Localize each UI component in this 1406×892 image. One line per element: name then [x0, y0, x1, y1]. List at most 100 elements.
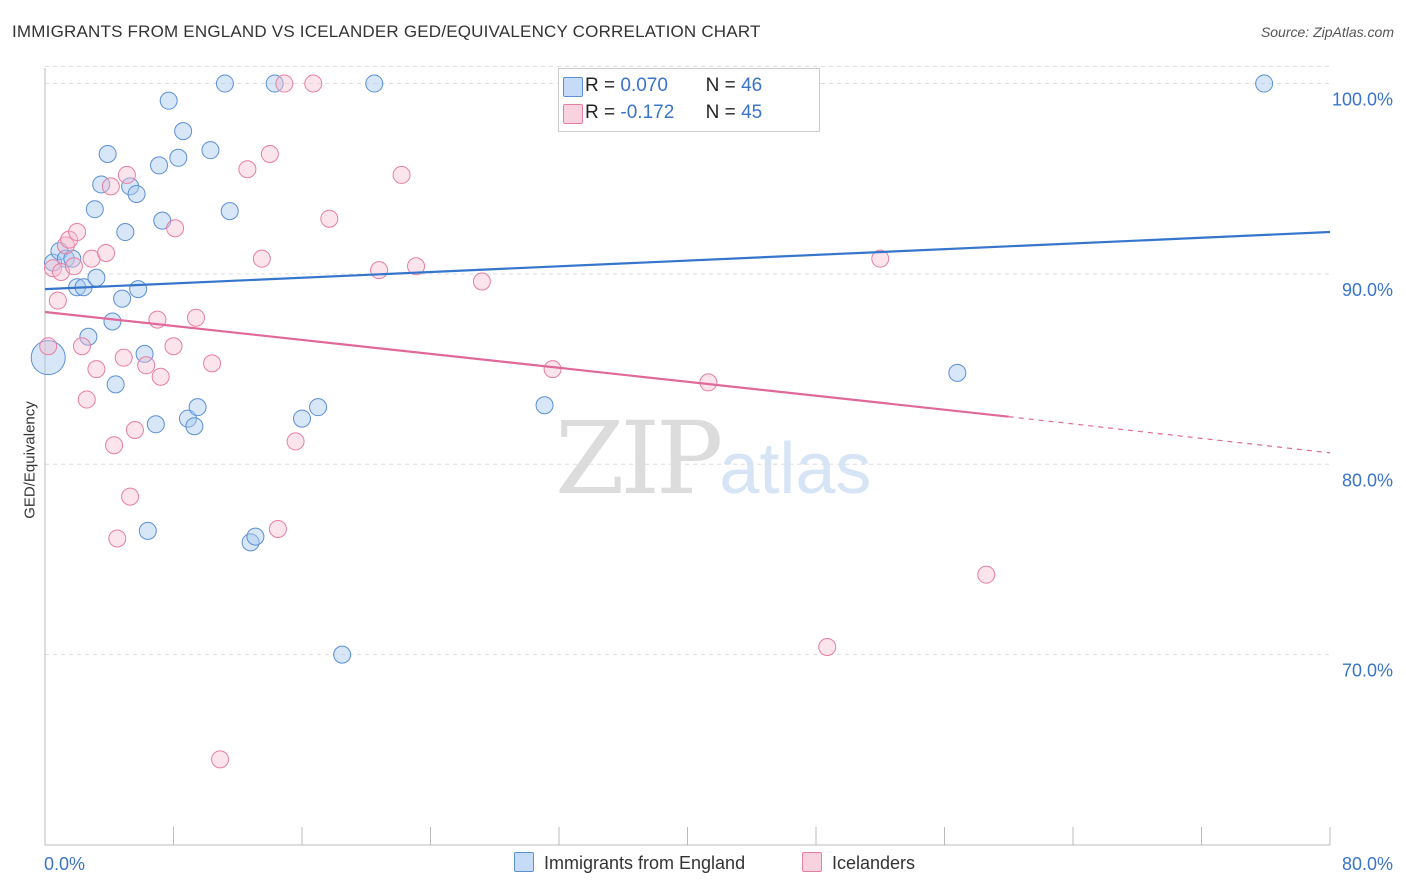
england-point	[948, 363, 967, 382]
bottom-swatch-icelanders	[802, 852, 822, 872]
england-point	[265, 74, 284, 93]
icelander-point	[543, 360, 562, 379]
icelander-point	[48, 291, 67, 310]
legend-row-england: R = 0.070 N = 46	[563, 75, 763, 97]
icelander-point	[211, 750, 230, 769]
england-point	[103, 312, 122, 331]
icelander-point	[151, 367, 170, 386]
y-tick-label: 80.0%	[1342, 470, 1393, 490]
icelander-point	[64, 257, 83, 276]
icelander-point	[871, 249, 890, 268]
england-point	[79, 327, 98, 346]
england-point	[127, 184, 146, 203]
icelander-point	[72, 337, 91, 356]
y-tick-label: 70.0%	[1342, 661, 1393, 681]
england-point	[146, 415, 165, 434]
chart-title: IMMIGRANTS FROM ENGLAND VS ICELANDER GED…	[12, 22, 761, 41]
icelander-point	[121, 487, 140, 506]
icelander-point	[252, 249, 271, 268]
y-tick-label: 90.0%	[1342, 280, 1393, 300]
bottom-swatch-england	[514, 852, 534, 872]
england-point	[201, 141, 220, 160]
bottom-legend-label-icelanders: Icelanders	[832, 853, 916, 873]
icelander-point	[87, 360, 106, 379]
england-point	[215, 74, 234, 93]
england-point	[85, 200, 104, 219]
legend-swatch-england	[563, 77, 583, 97]
icelander-point	[407, 257, 426, 276]
source-label: Source: ZipAtlas.com	[1260, 24, 1394, 40]
x-tick-label: 80.0%	[1342, 854, 1393, 874]
icelander-trendline-extension	[1008, 416, 1331, 454]
legend-r-label: R =	[585, 75, 616, 96]
icelander-point	[108, 529, 127, 548]
icelander-point	[275, 74, 294, 93]
england-point	[174, 122, 193, 141]
england-point	[135, 344, 154, 363]
icelander-point	[164, 337, 183, 356]
england-point	[113, 289, 132, 308]
icelander-point	[114, 348, 133, 367]
england-point	[121, 177, 140, 196]
bottom-legend-label-england: Immigrants from England	[544, 853, 746, 873]
england-point	[159, 91, 178, 110]
icelander-trendline	[44, 310, 1009, 418]
england-point	[116, 223, 135, 242]
icelander-point	[472, 272, 491, 291]
england-point	[309, 398, 328, 417]
icelander-point	[203, 354, 222, 373]
england-point	[98, 144, 117, 163]
icelander-point	[320, 209, 339, 228]
england-point	[129, 280, 148, 299]
icelander-point	[304, 74, 323, 93]
legend-n-value-england: 46	[741, 75, 763, 96]
icelander-point	[186, 308, 205, 327]
icelander-point	[125, 421, 144, 440]
icelander-point	[260, 144, 279, 163]
stats-legend: R = 0.070 N = 46 R = -0.172 N = 45	[558, 68, 820, 132]
icelander-point	[68, 223, 87, 242]
icelander-point	[137, 356, 156, 375]
england-point	[333, 645, 352, 664]
icelander-point	[286, 432, 305, 451]
bottom-legend-england: Immigrants from England	[514, 852, 745, 874]
legend-n-label: N =	[705, 75, 736, 96]
legend-r-value-england: 0.070	[620, 75, 668, 96]
icelander-point	[105, 436, 124, 455]
icelander-point	[977, 565, 996, 584]
icelander-point	[166, 219, 185, 238]
watermark: ZIPatlas	[555, 400, 871, 517]
icelander-point	[818, 638, 837, 657]
icelander-point	[101, 177, 120, 196]
icelander-point	[370, 261, 389, 280]
legend-swatch-icelanders	[563, 104, 583, 124]
legend-n-label: N =	[705, 102, 736, 123]
england-point	[535, 396, 554, 415]
legend-row-icelanders: R = -0.172 N = 45	[563, 102, 762, 124]
england-trendline	[44, 230, 1331, 291]
england-point	[188, 398, 207, 417]
england-point	[185, 417, 204, 436]
legend-r-label: R =	[585, 102, 616, 123]
england-point	[241, 533, 260, 552]
england-point	[365, 74, 384, 93]
england-point	[106, 375, 125, 394]
england-point	[293, 409, 311, 428]
england-point	[1255, 74, 1274, 93]
england-point	[87, 268, 106, 287]
icelander-point	[392, 165, 411, 184]
icelander-point	[77, 390, 96, 409]
england-point	[150, 156, 169, 175]
icelander-point	[97, 243, 116, 262]
legend-r-value-icelanders: -0.172	[620, 102, 675, 123]
england-point	[169, 148, 188, 167]
icelander-point	[268, 520, 287, 538]
y-tick-label: 100.0%	[1332, 90, 1393, 110]
england-point	[138, 521, 157, 540]
england-point	[246, 527, 265, 546]
icelander-point	[39, 337, 58, 356]
x-tick-label: 0.0%	[44, 854, 85, 874]
england-point	[220, 202, 239, 221]
icelander-point	[56, 236, 75, 255]
